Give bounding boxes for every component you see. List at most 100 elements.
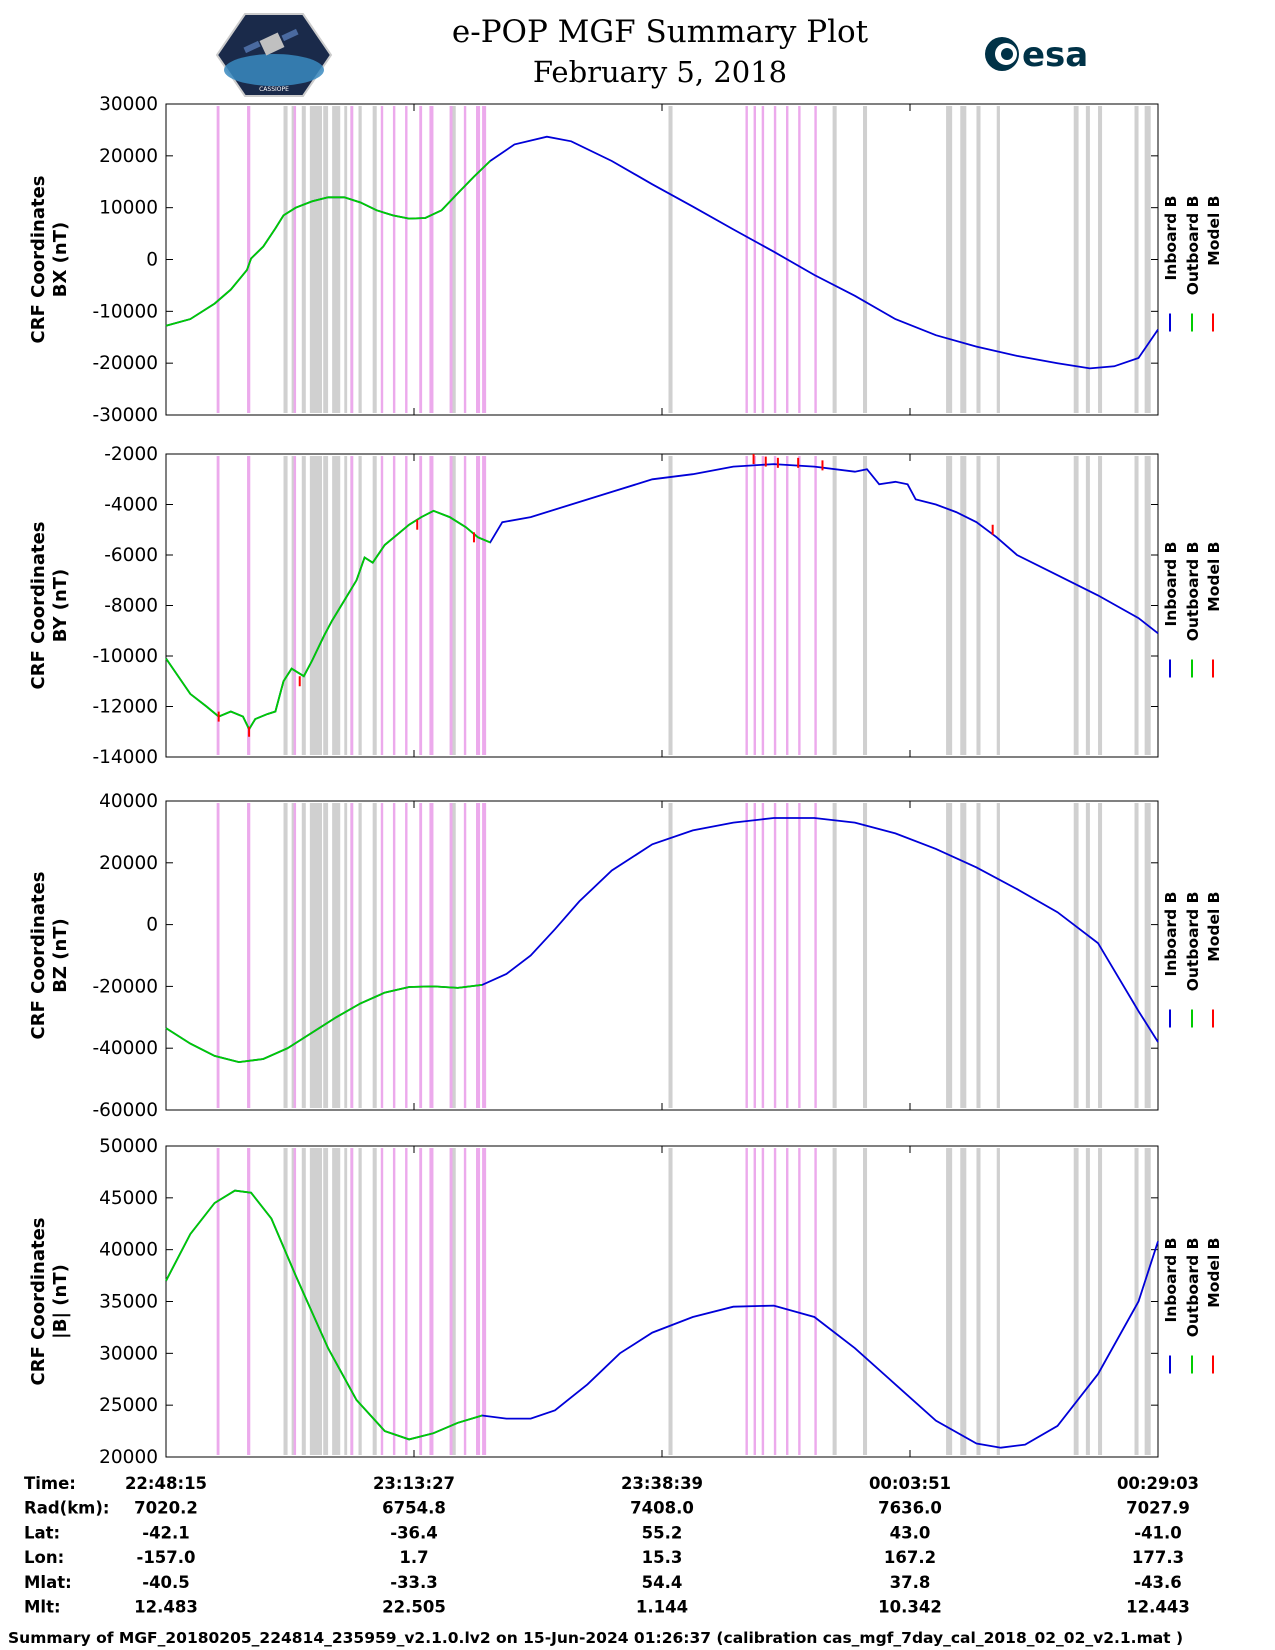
pink-band: [419, 106, 423, 413]
pink-band: [449, 106, 453, 413]
pink-band: [419, 1148, 423, 1455]
gray-band: [996, 1148, 1000, 1455]
gray-band: [1098, 106, 1103, 413]
gray-band: [960, 106, 967, 413]
ephemeris-value: 6754.8: [382, 1499, 446, 1518]
ephemeris-value: 1.144: [636, 1598, 688, 1617]
pink-band: [745, 803, 748, 1108]
gray-band: [960, 1148, 967, 1455]
series-outboard-line: [165, 1189, 483, 1441]
pink-band: [798, 106, 801, 413]
pink-band: [216, 1148, 220, 1455]
gray-band: [1144, 1148, 1151, 1455]
ephemeris-row-label: Lon:: [24, 1548, 64, 1567]
ephemeris-value: 12.483: [134, 1598, 198, 1617]
pink-band: [463, 106, 467, 413]
panel-legend: Inboard B Outboard B Model B: [1162, 542, 1223, 678]
gray-band: [1073, 106, 1079, 413]
gray-band: [449, 1148, 456, 1455]
ephemeris-value: -157.0: [136, 1548, 195, 1567]
pink-band: [247, 106, 251, 413]
y-tick-label: 20000: [99, 146, 158, 167]
gray-band: [832, 106, 837, 413]
gray-band: [1134, 106, 1139, 413]
y-tick-label: 35000: [99, 1292, 158, 1313]
y-tick-label: -2000: [104, 444, 158, 465]
pink-band: [380, 106, 384, 413]
pink-band: [405, 1148, 408, 1455]
pink-band: [773, 456, 777, 755]
gray-band: [372, 106, 377, 413]
pink-band: [216, 106, 220, 413]
gray-band: [1085, 456, 1090, 755]
gray-band: [976, 1148, 981, 1455]
footer-text: Summary of MGF_20180205_224814_235959_v2…: [8, 1629, 1183, 1647]
esa-logo: esa: [985, 35, 1088, 75]
ephemeris-value: 23:38:39: [621, 1474, 703, 1493]
gray-band: [332, 1148, 341, 1455]
gray-band: [372, 803, 377, 1108]
legend-label: Model B: [1205, 892, 1223, 962]
legend-label: Inboard B: [1162, 892, 1180, 977]
ephemeris-table: Time: 22:48:15 23:13:27 23:38:39 00:03:51 00:…: [24, 1474, 1199, 1617]
gray-band: [291, 803, 296, 1108]
gray-band: [862, 1148, 868, 1455]
y-tick-label: 20000: [99, 1447, 158, 1468]
pink-band: [449, 456, 453, 755]
gray-band: [291, 456, 296, 755]
pink-band: [753, 456, 757, 755]
gray-band: [1134, 1148, 1139, 1455]
y-axis-label: CRF Coordinates: [28, 1218, 49, 1386]
y-tick-label: -4000: [104, 495, 158, 516]
gray-band: [832, 456, 837, 755]
ephemeris-value: -41.0: [1134, 1523, 1182, 1542]
y-tick-label: 0: [146, 250, 158, 271]
gray-band: [358, 1148, 362, 1455]
gray-band: [960, 456, 967, 755]
y-axis-label: |B| (nT): [50, 1264, 71, 1339]
pink-band: [380, 1148, 384, 1455]
gray-band: [946, 1148, 953, 1455]
pink-band: [293, 803, 297, 1108]
gray-band: [996, 456, 1000, 755]
panel-bz: 40000 20000 0 -20000 -40000 -60000 CRF Coordin…: [28, 791, 1223, 1121]
pink-band: [798, 456, 801, 755]
gray-band: [372, 456, 377, 755]
pink-band: [392, 456, 396, 755]
pink-band: [392, 106, 396, 413]
gray-band: [309, 1148, 323, 1455]
y-tick-label: -20000: [92, 353, 158, 374]
y-tick-label: 50000: [99, 1136, 158, 1157]
pink-band: [247, 1148, 251, 1455]
pink-band: [405, 803, 408, 1108]
gray-band: [309, 106, 323, 413]
pink-band: [476, 106, 481, 413]
y-tick-label: 30000: [99, 94, 158, 115]
ephemeris-value: 167.2: [884, 1548, 936, 1567]
gray-band: [283, 1148, 288, 1455]
gray-band: [1085, 1148, 1090, 1455]
pink-band: [753, 106, 757, 413]
ephemeris-value: 15.3: [642, 1548, 683, 1567]
pink-band: [482, 1148, 487, 1455]
gray-band: [344, 106, 348, 413]
panel-bmag: 50000 45000 40000 35000 30000 25000 20000 CRF C…: [28, 1136, 1223, 1468]
ephemeris-value: -36.4: [390, 1523, 438, 1542]
gray-band: [1085, 106, 1090, 413]
pink-band: [216, 456, 220, 755]
panel-by: -2000 -4000 -6000 -8000 -10000 -12000 -14000 CR…: [28, 444, 1223, 768]
pink-band: [745, 106, 748, 413]
pink-band: [350, 106, 354, 413]
pink-band: [814, 456, 817, 755]
gray-band: [291, 1148, 296, 1455]
ephemeris-value: 00:03:51: [869, 1474, 951, 1493]
pink-band: [753, 1148, 757, 1455]
y-axis-label: BX (nT): [50, 222, 71, 297]
panel-legend: Inboard B Outboard B Model B: [1162, 892, 1223, 1028]
y-axis-label: BZ (nT): [50, 918, 71, 993]
pink-band: [745, 456, 748, 755]
gray-band: [344, 1148, 348, 1455]
ephemeris-value: 37.8: [890, 1573, 931, 1592]
legend-label: Model B: [1205, 1238, 1223, 1308]
panel-legend: Inboard B Outboard B Model B: [1162, 196, 1223, 332]
